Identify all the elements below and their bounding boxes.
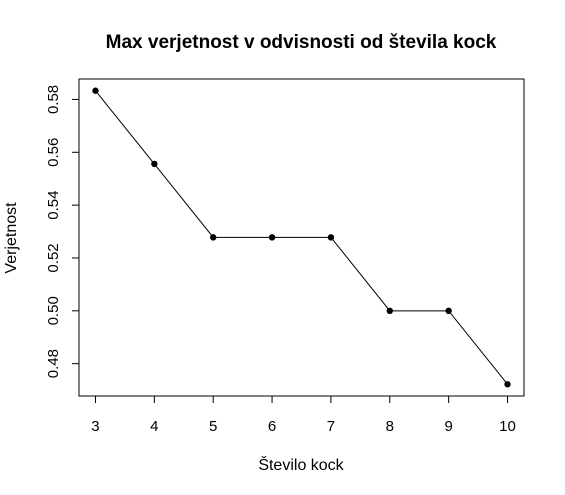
- data-point: [92, 87, 99, 94]
- x-tick-label: 10: [499, 418, 516, 435]
- data-point: [151, 160, 158, 168]
- x-tick-label: 6: [268, 418, 276, 435]
- data-point: [210, 234, 217, 241]
- x-axis: 3 4 5 6 7 8 9 10: [91, 395, 516, 435]
- x-tick-label: 5: [209, 418, 217, 435]
- data-point: [386, 307, 393, 315]
- data-point: [327, 234, 335, 241]
- y-tick-label: 0.54: [45, 191, 62, 220]
- y-tick-label: 0.52: [45, 243, 62, 272]
- x-tick-label: 9: [444, 418, 452, 435]
- y-tick-label: 0.50: [45, 296, 62, 325]
- series-layer: [92, 87, 511, 388]
- y-tick-label: 0.56: [45, 138, 62, 167]
- data-point: [504, 381, 511, 388]
- x-tick-label: 7: [327, 418, 335, 435]
- x-axis-label: Število kock: [258, 455, 344, 474]
- x-tick-label: 3: [91, 418, 99, 435]
- y-tick-label: 0.58: [45, 85, 62, 114]
- y-tick-label: 0.48: [45, 349, 62, 378]
- y-axis-label: Verjetnost: [3, 202, 20, 274]
- x-tick-label: 8: [386, 418, 394, 435]
- chart-title: Max verjetnost v odvisnosti od števila k…: [106, 32, 497, 53]
- series-line: [95, 90, 508, 385]
- data-point: [445, 307, 452, 315]
- y-axis: 0.48 0.50 0.52 0.54 0.56 0.58: [45, 85, 80, 378]
- x-tick-label: 4: [150, 418, 158, 435]
- data-point: [268, 234, 276, 241]
